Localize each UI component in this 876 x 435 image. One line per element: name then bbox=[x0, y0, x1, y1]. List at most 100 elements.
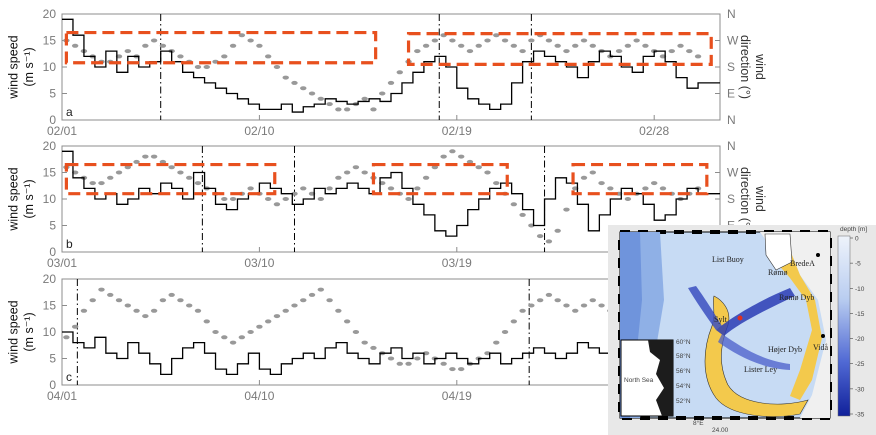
direction-point bbox=[282, 308, 289, 313]
direction-point bbox=[598, 181, 605, 186]
direction-point bbox=[89, 181, 96, 186]
direction-point bbox=[387, 186, 395, 191]
y-tick-label: 15 bbox=[43, 34, 57, 48]
colorbar-tick-label: -10 bbox=[855, 286, 865, 293]
subinset-lat-60: 60°N bbox=[676, 338, 691, 346]
direction-point bbox=[256, 324, 263, 329]
map-label-lister-ley: Lister Ley bbox=[744, 365, 777, 374]
direction-point bbox=[273, 65, 281, 69]
x-tick-label: 02/10 bbox=[244, 124, 274, 138]
colorbar-tick-label: -30 bbox=[855, 386, 865, 393]
direction-point bbox=[221, 335, 228, 340]
direction-point bbox=[466, 159, 474, 164]
direction-point bbox=[229, 197, 237, 201]
direction-point bbox=[168, 292, 175, 297]
direction-point bbox=[273, 202, 281, 207]
direction-point bbox=[80, 308, 88, 313]
direction-point bbox=[405, 197, 412, 201]
direction-point bbox=[449, 367, 456, 372]
direction-point bbox=[98, 181, 105, 186]
direction-point bbox=[414, 186, 421, 191]
x-tick-label: 02/01 bbox=[47, 124, 77, 138]
direction-point bbox=[528, 38, 535, 43]
direction-point bbox=[168, 165, 175, 170]
direction-point bbox=[501, 38, 509, 43]
right-tick-label: W bbox=[727, 34, 739, 48]
subinset-lat-52: 52°N bbox=[676, 397, 691, 405]
direction-point bbox=[221, 54, 228, 59]
direction-point bbox=[238, 335, 246, 340]
direction-point bbox=[361, 96, 368, 101]
right-tick-label: E bbox=[727, 87, 735, 101]
map-point-vida bbox=[821, 334, 825, 338]
direction-point bbox=[370, 107, 377, 112]
y-tick-label: 20 bbox=[43, 7, 57, 21]
direction-point bbox=[422, 43, 430, 48]
y-axis-label: wind speed (m s⁻¹) bbox=[7, 35, 37, 99]
direction-point bbox=[563, 49, 570, 54]
direction-point bbox=[273, 314, 281, 319]
direction-point bbox=[115, 170, 123, 175]
direction-point bbox=[633, 38, 640, 43]
direction-point bbox=[589, 43, 596, 48]
direction-point bbox=[379, 91, 386, 96]
direction-point bbox=[615, 49, 623, 54]
direction-point bbox=[352, 165, 360, 170]
y-tick-label: 10 bbox=[43, 60, 57, 74]
direction-point bbox=[229, 43, 237, 48]
direction-point bbox=[107, 175, 114, 180]
direction-point bbox=[493, 33, 500, 38]
direction-point bbox=[177, 54, 184, 59]
direction-point bbox=[563, 303, 570, 308]
direction-point bbox=[545, 292, 553, 297]
direction-point bbox=[150, 308, 158, 313]
direction-point bbox=[414, 356, 421, 361]
direction-point bbox=[247, 330, 254, 334]
direction-point bbox=[63, 335, 70, 340]
direction-point bbox=[107, 292, 114, 297]
direction-point bbox=[326, 186, 333, 191]
y-tick-label: 5 bbox=[49, 87, 56, 101]
direction-point bbox=[607, 186, 614, 191]
direction-point bbox=[133, 159, 140, 164]
direction-point bbox=[519, 212, 526, 217]
direction-point bbox=[387, 356, 395, 361]
direction-point bbox=[142, 154, 149, 159]
colorbar-tick-label: -5 bbox=[855, 261, 861, 268]
direction-point bbox=[361, 170, 368, 175]
panel-label: b bbox=[66, 237, 73, 251]
direction-point bbox=[203, 319, 210, 324]
direction-point bbox=[589, 170, 596, 175]
direction-point bbox=[256, 43, 263, 48]
y-tick-label: 0 bbox=[49, 113, 56, 127]
direction-point bbox=[98, 287, 105, 292]
direction-point bbox=[133, 308, 140, 313]
map-axis-extra: 24.00 bbox=[712, 427, 729, 434]
x-tick-label: 04/19 bbox=[442, 389, 472, 403]
y-axis-label-line2: (m s⁻¹) bbox=[22, 47, 36, 86]
highlight-box bbox=[64, 162, 277, 196]
direction-point bbox=[335, 308, 342, 313]
direction-point bbox=[414, 49, 421, 54]
direction-point bbox=[510, 319, 518, 324]
direction-point bbox=[536, 234, 544, 239]
map-channel-romo-dyb bbox=[716, 288, 795, 336]
direction-point bbox=[264, 319, 272, 324]
direction-point bbox=[387, 80, 395, 85]
direction-point bbox=[694, 54, 702, 59]
map-point-bredea bbox=[816, 253, 820, 257]
direction-point bbox=[308, 91, 316, 96]
subinset-lat-56: 56°N bbox=[676, 367, 691, 375]
map-label-romo-dyb: Rømø Dyb bbox=[779, 293, 814, 302]
direction-point bbox=[300, 298, 307, 303]
direction-point bbox=[563, 207, 570, 212]
direction-point bbox=[203, 65, 210, 69]
direction-point bbox=[580, 175, 588, 180]
direction-point bbox=[343, 107, 351, 112]
colorbar-ticks: 0 -5 -10 -15 -20 -25 -30 -35 bbox=[850, 236, 865, 419]
direction-point bbox=[554, 43, 561, 48]
direction-point bbox=[194, 65, 202, 69]
direction-point bbox=[291, 80, 298, 85]
